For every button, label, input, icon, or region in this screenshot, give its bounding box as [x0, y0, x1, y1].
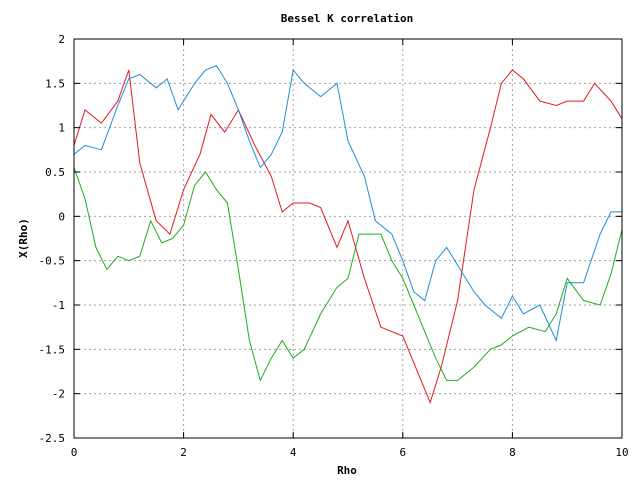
y-tick-label: 2: [58, 33, 65, 46]
y-tick-label: -2.5: [39, 432, 66, 445]
y-tick-label: 1.5: [45, 77, 65, 90]
plot-frame: [73, 38, 623, 439]
y-tick-label: -1.5: [39, 343, 66, 356]
x-gridlines: [183, 39, 513, 438]
y-tick-label: 0: [58, 210, 65, 223]
series-line-2: [73, 64, 622, 343]
series-layer: [73, 64, 623, 404]
y-axis-label: X(Rho): [17, 218, 30, 258]
x-tick-label: 4: [290, 446, 297, 459]
x-tick-label: 2: [180, 446, 187, 459]
chart-title: Bessel K correlation: [281, 12, 413, 25]
x-tick-label: 8: [509, 446, 516, 459]
x-tick-labels: 0 2 4 6 8 10: [71, 446, 629, 459]
y-tick-label: -0.5: [39, 255, 66, 268]
x-axis-label: Rho: [337, 464, 357, 477]
series-line-3: [73, 167, 623, 382]
y-tick-label: -1: [52, 299, 65, 312]
y-tick-label: 1: [58, 122, 65, 135]
axis-ticks: [73, 38, 623, 439]
y-tick-label: 0.5: [45, 166, 65, 179]
series-line-1: [73, 69, 623, 404]
x-tick-label: 0: [71, 446, 78, 459]
x-tick-label: 10: [615, 446, 628, 459]
y-tick-labels: 2 1.5 1 0.5 0 -0.5 -1 -1.5 -2 -2.5: [39, 33, 66, 445]
y-tick-label: -2: [52, 388, 65, 401]
x-tick-label: 6: [399, 446, 406, 459]
y-gridlines: [74, 82, 622, 395]
